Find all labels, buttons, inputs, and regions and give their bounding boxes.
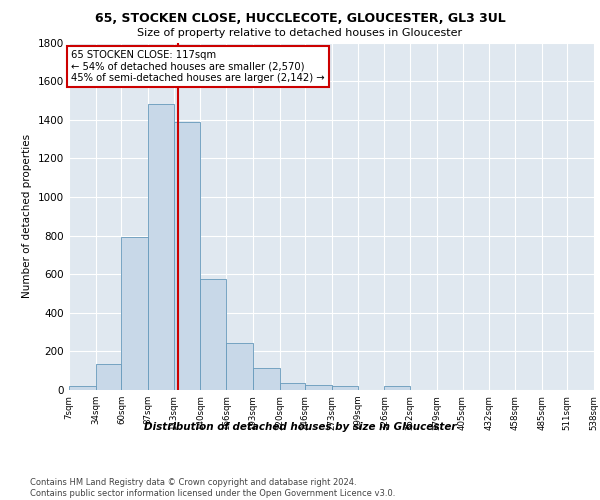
Text: 65, STOCKEN CLOSE, HUCCLECOTE, GLOUCESTER, GL3 3UL: 65, STOCKEN CLOSE, HUCCLECOTE, GLOUCESTE… <box>95 12 505 26</box>
Bar <box>305 385 332 390</box>
Text: Contains HM Land Registry data © Crown copyright and database right 2024.
Contai: Contains HM Land Registry data © Crown c… <box>30 478 395 498</box>
Text: 65 STOCKEN CLOSE: 117sqm
← 54% of detached houses are smaller (2,570)
45% of sem: 65 STOCKEN CLOSE: 117sqm ← 54% of detach… <box>71 50 325 84</box>
Y-axis label: Number of detached properties: Number of detached properties <box>22 134 32 298</box>
Bar <box>200 279 226 390</box>
Bar <box>95 364 121 390</box>
Bar <box>332 386 358 390</box>
Text: Size of property relative to detached houses in Gloucester: Size of property relative to detached ho… <box>137 28 463 38</box>
Bar <box>174 122 200 390</box>
Text: Distribution of detached houses by size in Gloucester: Distribution of detached houses by size … <box>144 422 456 432</box>
Bar <box>253 368 280 390</box>
Bar <box>148 104 174 390</box>
Bar <box>385 386 410 390</box>
Bar <box>226 342 253 390</box>
Bar <box>280 383 305 390</box>
Bar <box>121 238 148 390</box>
Bar <box>69 386 95 390</box>
